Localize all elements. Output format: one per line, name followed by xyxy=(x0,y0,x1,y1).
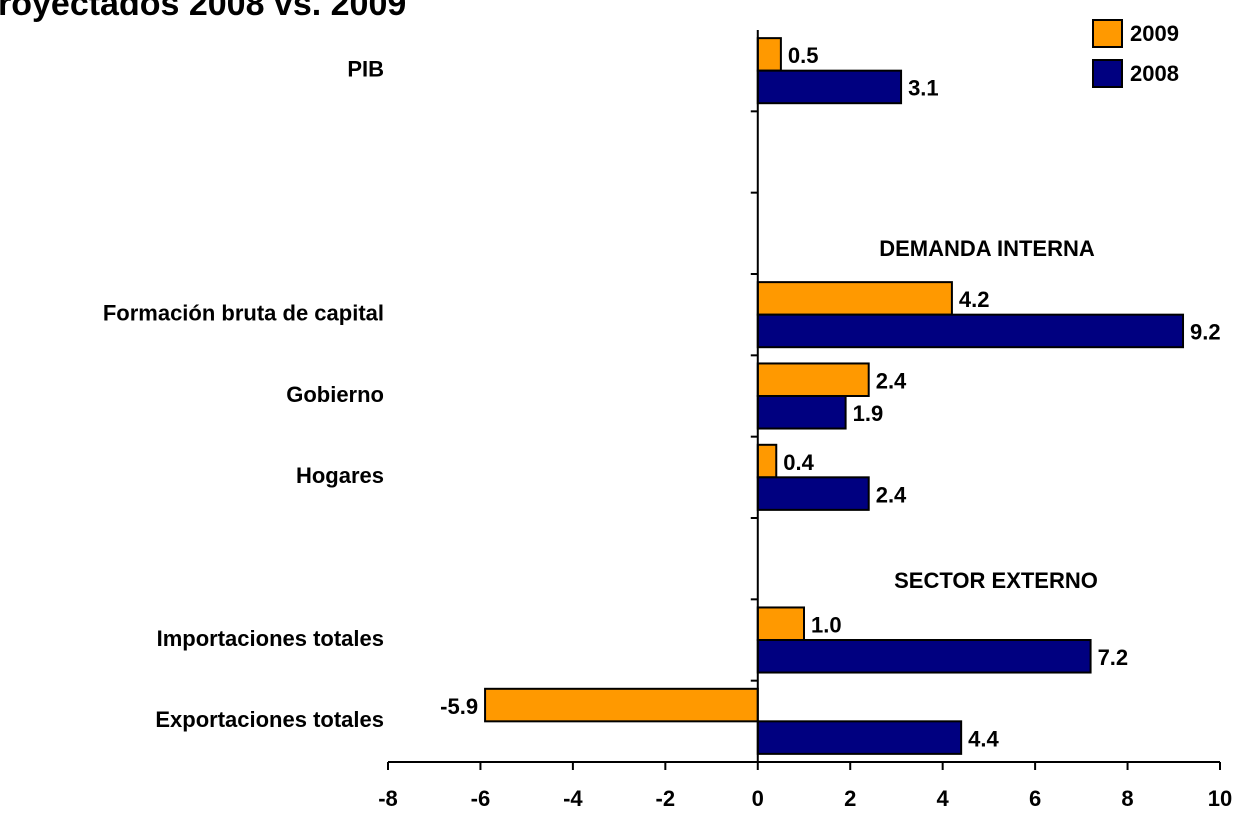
x-tick-label: -2 xyxy=(656,786,676,811)
bar xyxy=(756,476,870,511)
bar xyxy=(756,606,805,642)
x-tick-label: 0 xyxy=(752,786,764,811)
bar xyxy=(756,720,963,755)
value-label: 0.5 xyxy=(788,43,819,68)
annotation: SECTOR EXTERNO xyxy=(894,568,1098,593)
value-label: 2.4 xyxy=(876,369,907,394)
value-label: 3.1 xyxy=(908,76,939,101)
y-tick-label: Importaciones totales xyxy=(157,626,384,651)
y-tick-label: PIB xyxy=(347,56,384,81)
legend-swatch xyxy=(1092,19,1123,48)
chart-title: royectados 2008 vs. 2009 xyxy=(0,0,406,23)
y-tick-label: Hogares xyxy=(296,463,384,488)
legend-label: 2009 xyxy=(1130,21,1179,46)
x-tick-label: 2 xyxy=(844,786,856,811)
annotation: DEMANDA INTERNA xyxy=(879,236,1095,261)
value-label: 4.4 xyxy=(968,726,999,751)
bar xyxy=(756,313,1185,349)
y-tick-label: Formación bruta de capital xyxy=(103,300,384,325)
bar xyxy=(756,281,953,316)
x-tick-label: -8 xyxy=(378,786,398,811)
value-label: -5.9 xyxy=(440,694,478,719)
x-tick-label: 10 xyxy=(1208,786,1232,811)
value-label: 9.2 xyxy=(1190,320,1221,345)
x-tick-label: -6 xyxy=(471,786,491,811)
value-label: 4.2 xyxy=(959,287,990,312)
y-tick-label: Exportaciones totales xyxy=(155,707,384,732)
value-label: 1.0 xyxy=(811,613,842,638)
bar xyxy=(756,395,847,430)
y-tick-label: Gobierno xyxy=(286,382,384,407)
bar xyxy=(756,362,870,398)
legend-swatch xyxy=(1092,59,1123,88)
value-label: 2.4 xyxy=(876,482,907,507)
bar xyxy=(756,37,782,72)
bar xyxy=(756,443,778,479)
x-tick-label: 6 xyxy=(1029,786,1041,811)
bar xyxy=(484,687,759,723)
legend-label: 2008 xyxy=(1130,61,1179,86)
x-tick-label: 8 xyxy=(1121,786,1133,811)
bar xyxy=(756,69,903,105)
value-label: 0.4 xyxy=(783,450,814,475)
x-tick-label: -4 xyxy=(563,786,583,811)
x-tick-label: 4 xyxy=(937,786,950,811)
bar xyxy=(756,639,1092,674)
value-label: 1.9 xyxy=(853,401,884,426)
value-label: 7.2 xyxy=(1098,645,1129,670)
